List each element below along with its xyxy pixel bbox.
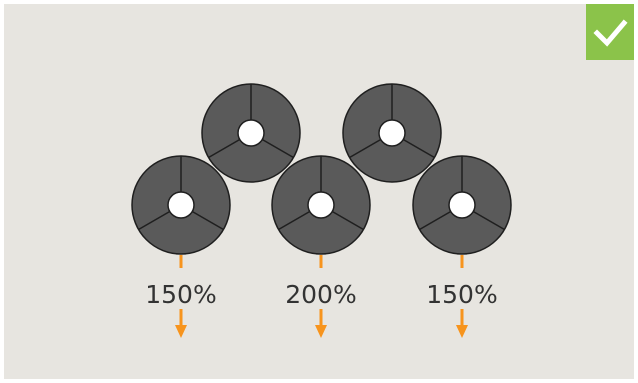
wheel-bottom-center xyxy=(271,155,371,255)
wheel-bottom-left xyxy=(131,155,231,255)
label-center: 200% xyxy=(285,280,356,309)
arrow-down-icon xyxy=(313,307,329,340)
label-right: 150% xyxy=(426,280,497,309)
status-badge xyxy=(586,4,634,60)
checkmark-icon xyxy=(593,19,628,47)
arrow-down-icon xyxy=(454,307,470,340)
wheel-bottom-right xyxy=(412,155,512,255)
wheel-top-left xyxy=(201,83,301,183)
label-left: 150% xyxy=(145,280,216,309)
arrow-down-icon xyxy=(173,307,189,340)
wheel-top-right xyxy=(342,83,442,183)
